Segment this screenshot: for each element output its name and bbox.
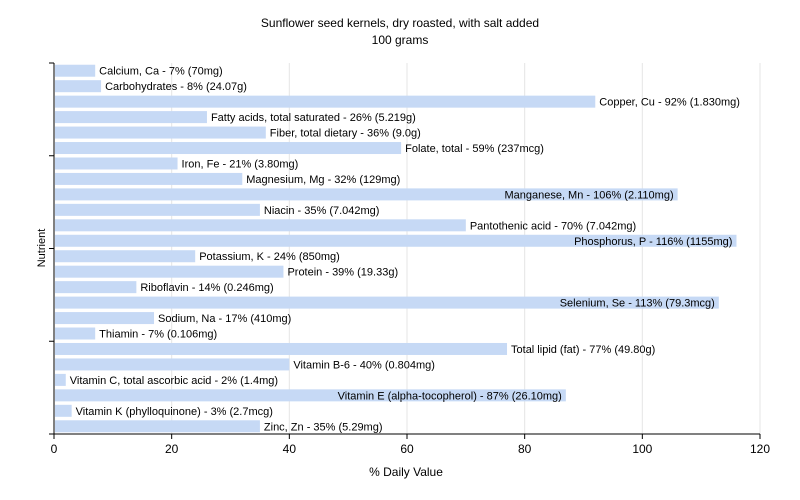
bar-label: Calcium, Ca - 7% (70mg): [99, 66, 222, 78]
bar-label: Vitamin E (alpha-tocopherol) - 87% (26.1…: [338, 390, 562, 402]
bar: [55, 420, 260, 433]
bar-label: Vitamin B-6 - 40% (0.804mg): [293, 359, 435, 371]
bar: [55, 203, 260, 216]
bar: [55, 142, 402, 155]
x-tick-label: 20: [165, 442, 179, 456]
bar-label: Manganese, Mn - 106% (2.110mg): [504, 189, 673, 201]
bar: [55, 64, 96, 77]
bar: [55, 80, 102, 93]
bar-label: Phosphorus, P - 116% (1155mg): [574, 236, 732, 248]
bars: [55, 64, 737, 433]
bar: [55, 172, 243, 185]
bar-label: Selenium, Se - 113% (79.3mcg): [560, 298, 715, 310]
bar: [55, 327, 96, 340]
bar-label: Fatty acids, total saturated - 26% (5.21…: [211, 112, 416, 124]
bar: [55, 342, 508, 355]
chart-subtitle: 100 grams: [372, 33, 429, 47]
bar-label: Iron, Fe - 21% (3.80mg): [182, 158, 299, 170]
bar-label: Copper, Cu - 92% (1.830mg): [599, 97, 740, 109]
axes: 0 20 40 60 80 100 120: [49, 62, 770, 456]
bar-label: Potassium, K - 24% (850mg): [199, 251, 340, 263]
bar: [55, 404, 72, 417]
x-tick-label: 120: [750, 442, 770, 456]
bar: [55, 250, 196, 263]
bar: [55, 111, 207, 124]
x-tick-label: 60: [400, 442, 414, 456]
bar-label: Vitamin K (phylloquinone) - 3% (2.7mcg): [76, 406, 273, 418]
x-tick-label: 100: [632, 442, 652, 456]
x-tick-label: 0: [51, 442, 58, 456]
bar-label: Carbohydrates - 8% (24.07g): [105, 81, 247, 93]
bar-label: Total lipid (fat) - 77% (49.80g): [511, 344, 655, 356]
bar-label: Vitamin C, total ascorbic acid - 2% (1.4…: [70, 375, 278, 387]
bar: [55, 312, 155, 325]
grid-lines: [171, 63, 761, 434]
y-axis-title: Nutrient: [36, 229, 48, 268]
bar-label: Thiamin - 7% (0.106mg): [99, 329, 217, 341]
bar-label: Protein - 39% (19.33g): [287, 267, 398, 279]
bar-label: Niacin - 35% (7.042mg): [264, 205, 380, 217]
bar: [55, 358, 290, 371]
bar-label: Pantothenic acid - 70% (7.042mg): [470, 220, 636, 232]
chart-title: Sunflower seed kernels, dry roasted, wit…: [261, 16, 539, 30]
bar-label: Sodium, Na - 17% (410mg): [158, 313, 291, 325]
bar: [55, 188, 678, 201]
bar: [55, 373, 66, 386]
bar: [55, 219, 466, 232]
x-tick-label: 40: [283, 442, 297, 456]
x-tick-label: 80: [518, 442, 532, 456]
bar: [55, 265, 284, 278]
bar: [55, 126, 266, 139]
bar-label: Zinc, Zn - 35% (5.29mg): [264, 421, 383, 433]
bar-label: Folate, total - 59% (237mcg): [405, 143, 544, 155]
bar-label: Riboflavin - 14% (0.246mg): [140, 282, 273, 294]
bar: [55, 389, 566, 402]
bar: [55, 234, 737, 247]
bar-labels: Calcium, Ca - 7% (70mg) Carbohydrates - 8…: [70, 66, 740, 434]
bar: [55, 157, 178, 170]
bar: [55, 281, 137, 294]
bar-label: Fiber, total dietary - 36% (9.0g): [270, 128, 421, 140]
bar: [55, 95, 596, 108]
bar-label: Magnesium, Mg - 32% (129mg): [246, 174, 400, 186]
bar: [55, 296, 719, 309]
x-axis-title: % Daily Value: [369, 465, 443, 479]
